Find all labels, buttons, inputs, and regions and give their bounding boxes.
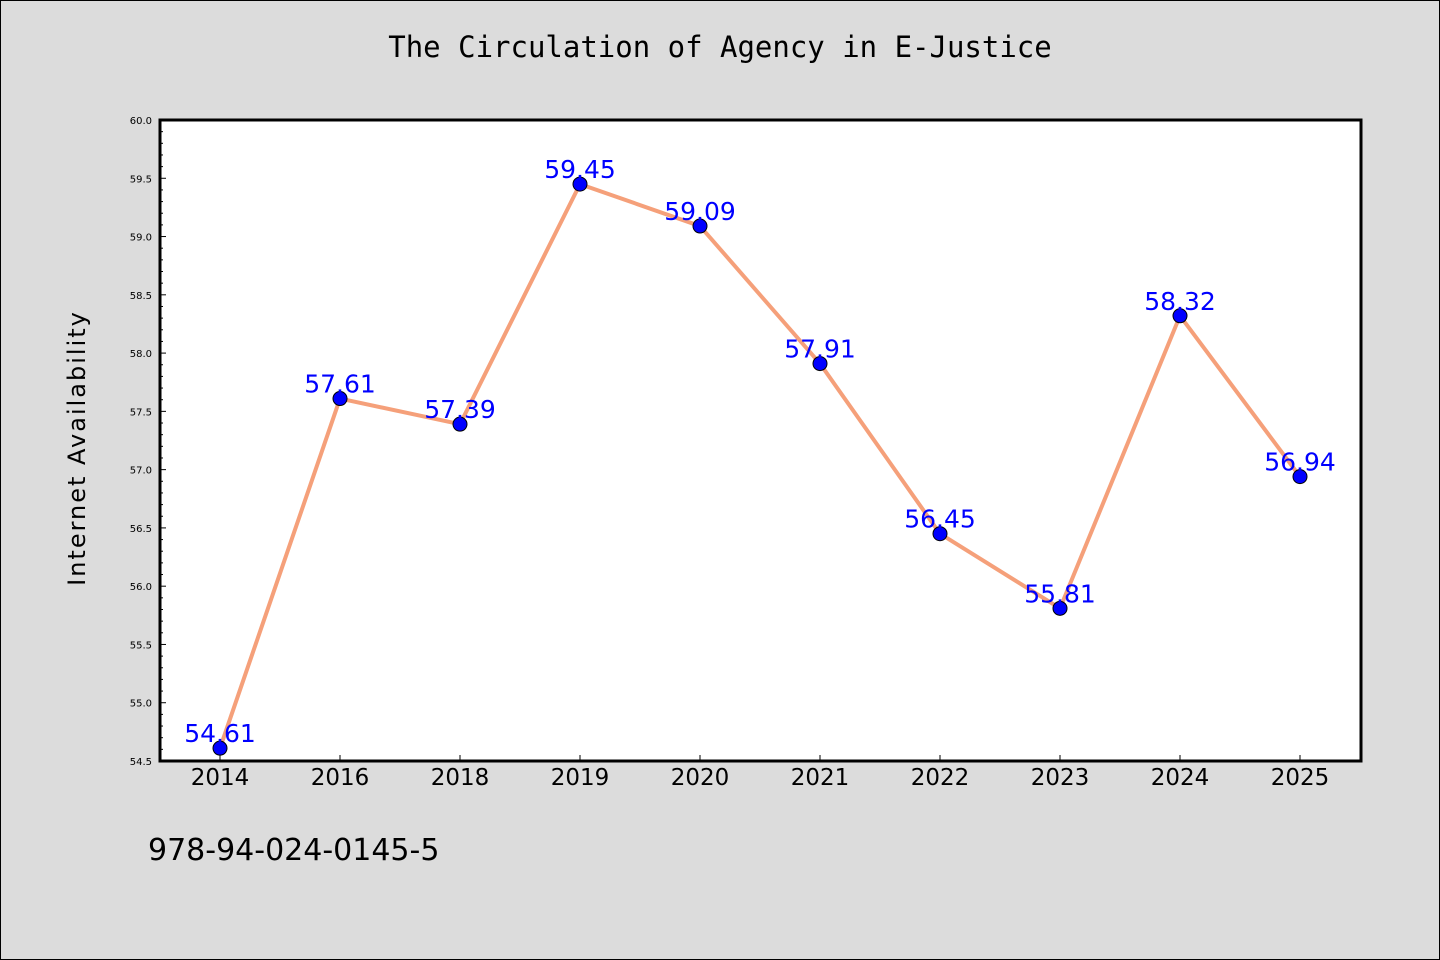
x-tick-label: 2025 <box>1271 765 1330 791</box>
data-label: 59.45 <box>544 155 616 184</box>
data-label: 57.61 <box>304 370 376 399</box>
chart-title: The Circulation of Agency in E-Justice <box>388 30 1052 64</box>
data-point-marker <box>572 176 588 192</box>
x-tick-label: 2020 <box>671 765 730 791</box>
data-point-marker <box>1172 308 1188 324</box>
y-tick-label: 57.5 <box>130 407 152 418</box>
x-tick-label: 2016 <box>311 765 370 791</box>
data-label: 56.45 <box>904 505 976 534</box>
data-point-marker <box>452 416 468 432</box>
y-tick-label: 60.0 <box>130 116 152 127</box>
data-point-marker <box>932 526 948 542</box>
x-tick-label: 2022 <box>911 765 970 791</box>
y-axis-ticks: 54.5 55.0 55.5 56.0 56.5 57.0 57.5 58.0 58.5 59.0… <box>130 116 166 768</box>
y-tick-label: 56.5 <box>130 524 152 535</box>
data-label: 55.81 <box>1024 579 1096 608</box>
x-tick-label: 2014 <box>191 765 250 791</box>
data-labels: 54.61 57.61 57.39 59.45 59.09 57.91 56.45 55.81… <box>184 155 1336 748</box>
data-point-marker <box>692 218 708 234</box>
series-line <box>218 182 1302 749</box>
y-tick-label: 56.0 <box>130 582 152 593</box>
data-point-marker <box>1052 600 1068 616</box>
data-label: 58.32 <box>1144 287 1216 316</box>
x-tick-label: 2024 <box>1151 765 1210 791</box>
data-label: 57.91 <box>784 335 856 364</box>
data-point-marker <box>332 391 348 407</box>
y-tick-label: 59.5 <box>130 174 152 185</box>
y-tick-label: 55.0 <box>130 699 152 710</box>
y-tick-label: 58.0 <box>130 349 152 360</box>
y-tick-label: 57.0 <box>130 466 152 477</box>
y-tick-label: 59.0 <box>130 233 152 244</box>
data-label: 56.94 <box>1264 448 1336 477</box>
x-tick-label: 2023 <box>1031 765 1090 791</box>
y-tick-label: 58.5 <box>130 291 152 302</box>
series-group <box>212 176 1308 756</box>
x-axis-ticks: 2014 2016 2018 2019 2020 2021 2022 2023 2024 2025 <box>191 755 1330 791</box>
x-tick-label: 2019 <box>551 765 610 791</box>
y-tick-label: 55.5 <box>130 640 152 651</box>
data-label: 54.61 <box>184 719 256 748</box>
data-point-marker <box>1292 469 1308 485</box>
data-point-marker <box>812 356 828 372</box>
x-tick-label: 2021 <box>791 765 850 791</box>
data-label: 57.39 <box>424 395 496 424</box>
y-tick-label: 54.5 <box>130 757 152 768</box>
data-point-marker <box>212 740 228 756</box>
footnote-isbn: 978-94-024-0145-5 <box>148 833 440 868</box>
data-label: 59.09 <box>664 197 736 226</box>
plot-area <box>158 118 1363 763</box>
x-tick-label: 2018 <box>431 765 490 791</box>
